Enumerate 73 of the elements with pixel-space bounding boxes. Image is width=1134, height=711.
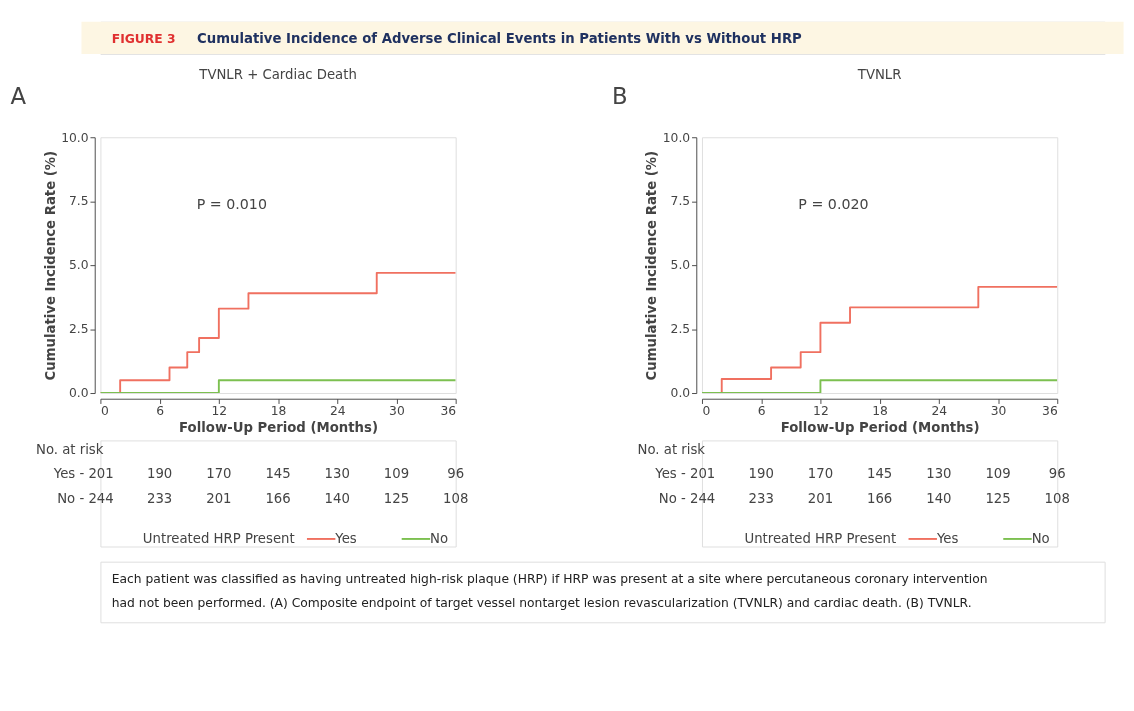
text: 109 xyxy=(383,466,410,482)
text: Yes - 201 xyxy=(52,466,114,482)
x-axis-title: Follow-Up Period (Months) xyxy=(179,420,378,436)
text: 140 xyxy=(324,490,350,506)
text: 201 xyxy=(206,490,232,506)
x-tick-label: 0 xyxy=(100,404,109,419)
text: 166 xyxy=(265,490,291,506)
x-tick-label: 6 xyxy=(757,404,766,419)
y-tick-label: 2.5 xyxy=(69,322,89,337)
y-axis-title: Cumulative Incidence Rate (%) xyxy=(644,150,660,381)
x-tick-label: 24 xyxy=(931,404,948,419)
text: 170 xyxy=(807,466,834,482)
chart-title: TVNLR xyxy=(856,67,902,83)
text: 96 xyxy=(1048,466,1066,482)
text: 190 xyxy=(146,466,173,482)
x-tick-label: 36 xyxy=(440,404,457,419)
text: 130 xyxy=(926,466,952,482)
text: 233 xyxy=(146,490,173,506)
y-tick-label: 0.0 xyxy=(69,386,89,401)
text: No. at risk xyxy=(36,441,104,457)
legend-title: Untreated HRP Present xyxy=(744,530,897,546)
text: 170 xyxy=(206,466,232,482)
text: 108 xyxy=(1044,490,1070,506)
x-tick-label: 24 xyxy=(329,404,346,419)
text: 130 xyxy=(324,466,350,482)
legend-label: No xyxy=(430,530,449,546)
text: No. at risk xyxy=(637,441,706,457)
annotation: P = 0.010 xyxy=(196,195,267,212)
y-axis-title: Cumulative Incidence Rate (%) xyxy=(42,150,58,381)
text: Each patient was classified as having untreated high-risk plaque (HRP) if HRP was present at a site where percutaneous coronary intervention had not been performed. (A) Composite endpoint of target vessel nontarget lesion revascularization (TVNLR) and cardiac death. (B) TVNLR. xyxy=(111,571,988,611)
text: 96 xyxy=(447,466,465,482)
text: 233 xyxy=(748,490,774,506)
text: Yes - 201 xyxy=(654,466,716,482)
y-tick-label: 5.0 xyxy=(69,258,89,273)
text: Cumulative Incidence of Adverse Clinical Events in Patients With vs Without HRP xyxy=(197,30,803,46)
legend-label: Yes xyxy=(935,530,959,546)
text: No - 244 xyxy=(658,490,716,506)
text: 145 xyxy=(265,466,291,482)
y-tick-label: 2.5 xyxy=(670,322,691,337)
text: 125 xyxy=(985,490,1011,506)
x-tick-label: 12 xyxy=(211,404,228,419)
annotation: P = 0.020 xyxy=(798,195,869,212)
text: 125 xyxy=(383,490,410,506)
text: 140 xyxy=(926,490,952,506)
x-axis-title: Follow-Up Period (Months) xyxy=(780,420,980,436)
x-tick-label: 18 xyxy=(872,404,888,419)
text: A xyxy=(10,83,27,110)
x-tick-label: 30 xyxy=(389,404,405,419)
x-tick-label: 18 xyxy=(270,404,287,419)
text: No - 244 xyxy=(57,490,114,506)
chart-title: TVNLR + Cardiac Death xyxy=(198,67,357,83)
text: 108 xyxy=(443,490,469,506)
legend-label: Yes xyxy=(334,530,357,546)
x-tick-label: 12 xyxy=(813,404,829,419)
caption: FIGURE 3 xyxy=(111,31,176,46)
text: B xyxy=(612,83,628,110)
y-tick-label: 5.0 xyxy=(670,258,691,273)
x-tick-label: 6 xyxy=(156,404,165,419)
y-tick-label: 7.5 xyxy=(69,194,89,209)
text: 145 xyxy=(866,466,893,482)
y-tick-label: 0.0 xyxy=(670,386,691,401)
y-tick-label: 10.0 xyxy=(662,130,691,145)
text: 109 xyxy=(985,466,1011,482)
x-tick-label: 30 xyxy=(990,404,1007,419)
y-tick-label: 7.5 xyxy=(670,194,691,209)
text: 166 xyxy=(866,490,893,506)
y-tick-label: 10.0 xyxy=(61,130,89,145)
legend-title: Untreated HRP Present xyxy=(142,530,295,546)
text: 201 xyxy=(807,490,834,506)
x-tick-label: 36 xyxy=(1042,404,1058,419)
text: 190 xyxy=(748,466,774,482)
legend-label: No xyxy=(1031,530,1050,546)
x-tick-label: 0 xyxy=(702,404,711,419)
